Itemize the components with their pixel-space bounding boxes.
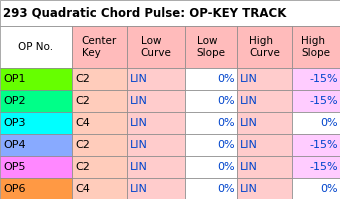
Text: 0%: 0% — [320, 184, 338, 194]
Text: Low
Slope: Low Slope — [197, 36, 225, 58]
Text: OP5: OP5 — [3, 162, 26, 172]
Text: LIN: LIN — [130, 74, 148, 84]
Bar — [0, 112, 72, 134]
Text: -15%: -15% — [309, 96, 338, 106]
Text: OP6: OP6 — [3, 184, 26, 194]
Bar — [0, 26, 72, 68]
Bar — [72, 68, 127, 90]
Bar — [292, 90, 340, 112]
Text: LIN: LIN — [130, 96, 148, 106]
Bar — [237, 68, 292, 90]
Bar — [237, 112, 292, 134]
Bar — [127, 134, 185, 156]
Bar — [127, 156, 185, 178]
Bar — [72, 90, 127, 112]
Bar — [292, 156, 340, 178]
Text: C2: C2 — [75, 96, 90, 106]
Bar — [185, 156, 237, 178]
Text: C4: C4 — [75, 118, 90, 128]
Bar — [127, 90, 185, 112]
Text: -15%: -15% — [309, 162, 338, 172]
Text: C4: C4 — [75, 184, 90, 194]
Text: C2: C2 — [75, 74, 90, 84]
Text: LIN: LIN — [240, 96, 258, 106]
Text: 0%: 0% — [217, 74, 235, 84]
Bar — [185, 68, 237, 90]
Text: LIN: LIN — [240, 118, 258, 128]
Text: 0%: 0% — [217, 140, 235, 150]
Bar — [237, 134, 292, 156]
Bar — [185, 112, 237, 134]
Bar — [0, 0, 340, 26]
Bar — [72, 112, 127, 134]
Text: OP1: OP1 — [3, 74, 26, 84]
Bar — [185, 178, 237, 199]
Bar — [292, 26, 340, 68]
Text: 293 Quadratic Chord Pulse: OP-KEY TRACK: 293 Quadratic Chord Pulse: OP-KEY TRACK — [3, 7, 286, 20]
Bar — [0, 178, 72, 199]
Text: LIN: LIN — [240, 162, 258, 172]
Text: OP3: OP3 — [3, 118, 26, 128]
Text: 0%: 0% — [320, 118, 338, 128]
Text: 0%: 0% — [217, 118, 235, 128]
Bar — [127, 112, 185, 134]
Text: -15%: -15% — [309, 140, 338, 150]
Text: Center
Key: Center Key — [82, 36, 117, 58]
Bar — [72, 134, 127, 156]
Bar — [127, 178, 185, 199]
Bar — [72, 156, 127, 178]
Text: 0%: 0% — [217, 184, 235, 194]
Bar — [185, 26, 237, 68]
Text: LIN: LIN — [130, 184, 148, 194]
Bar — [72, 178, 127, 199]
Text: OP No.: OP No. — [18, 42, 54, 52]
Text: LIN: LIN — [240, 140, 258, 150]
Text: -15%: -15% — [309, 74, 338, 84]
Bar — [127, 68, 185, 90]
Bar — [127, 26, 185, 68]
Text: LIN: LIN — [130, 140, 148, 150]
Bar — [292, 68, 340, 90]
Text: LIN: LIN — [240, 184, 258, 194]
Bar — [292, 178, 340, 199]
Bar — [0, 134, 72, 156]
Text: LIN: LIN — [130, 162, 148, 172]
Text: High
Slope: High Slope — [302, 36, 330, 58]
Bar — [237, 90, 292, 112]
Bar — [292, 112, 340, 134]
Text: OP4: OP4 — [3, 140, 26, 150]
Text: OP2: OP2 — [3, 96, 26, 106]
Bar — [0, 90, 72, 112]
Bar — [237, 178, 292, 199]
Bar — [237, 26, 292, 68]
Text: 0%: 0% — [217, 162, 235, 172]
Bar — [185, 90, 237, 112]
Text: C2: C2 — [75, 140, 90, 150]
Text: Low
Curve: Low Curve — [140, 36, 171, 58]
Bar — [292, 134, 340, 156]
Text: LIN: LIN — [130, 118, 148, 128]
Text: 0%: 0% — [217, 96, 235, 106]
Text: LIN: LIN — [240, 74, 258, 84]
Bar — [237, 156, 292, 178]
Bar — [185, 134, 237, 156]
Bar — [0, 156, 72, 178]
Bar — [72, 26, 127, 68]
Bar — [0, 68, 72, 90]
Text: High
Curve: High Curve — [249, 36, 280, 58]
Text: C2: C2 — [75, 162, 90, 172]
